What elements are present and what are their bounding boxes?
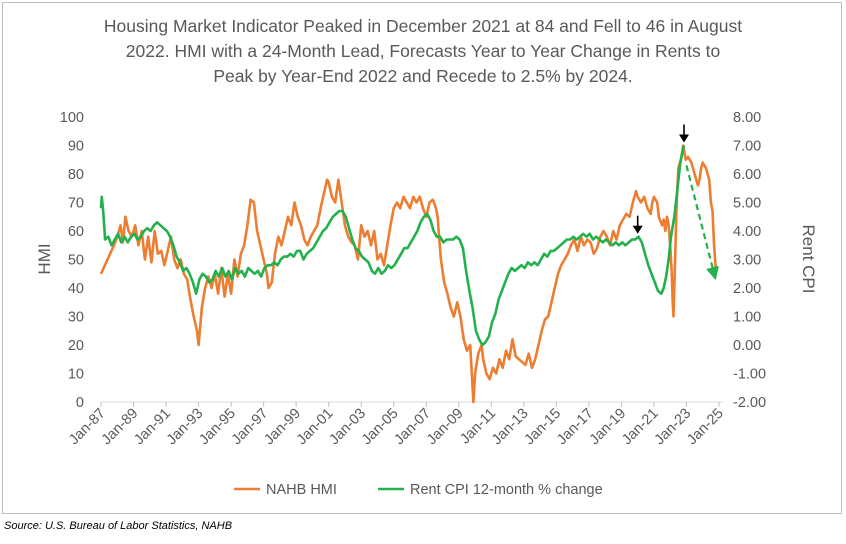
y-tick-label-left: 10 bbox=[68, 367, 84, 383]
y-tick-label-right: 8.00 bbox=[733, 110, 761, 126]
y-tick-label-right: 3.00 bbox=[733, 253, 761, 269]
y-tick-label-right: 1.00 bbox=[733, 310, 761, 326]
chart-title-line-1: Housing Market Indicator Peaked in Decem… bbox=[103, 16, 743, 36]
y-tick-label-left: 20 bbox=[68, 338, 84, 354]
y-tick-label-right: -2.00 bbox=[733, 395, 766, 411]
annotation-arrow-head bbox=[679, 134, 690, 143]
y-tick-label-right: 2.00 bbox=[733, 281, 761, 297]
chart-title-line-3: Peak by Year-End 2022 and Recede to 2.5%… bbox=[213, 66, 633, 86]
source-note: Source: U.S. Bureau of Labor Statistics,… bbox=[4, 520, 233, 532]
legend-label-nahb-hmi: NAHB HMI bbox=[266, 482, 337, 498]
y-tick-label-left: 40 bbox=[68, 281, 84, 297]
y-tick-label-left: 60 bbox=[68, 224, 84, 240]
legend-label-rent-cpi: Rent CPI 12-month % change bbox=[410, 482, 603, 498]
y-tick-label-left: 100 bbox=[60, 110, 84, 126]
y-tick-label-right: 5.00 bbox=[733, 196, 761, 212]
y-axis-label-right: Rent CPI bbox=[799, 225, 818, 294]
y-tick-label-right: 0.00 bbox=[733, 338, 761, 354]
y-tick-label-left: 0 bbox=[76, 395, 84, 411]
y-tick-label-left: 50 bbox=[68, 253, 84, 269]
y-tick-label-right: 6.00 bbox=[733, 167, 761, 183]
y-tick-label-right: -1.00 bbox=[733, 367, 766, 383]
x-tick-label: Jan-25 bbox=[684, 406, 727, 449]
line-chart: 0 10 20 30 40 50 60 70 80 90 100 -2.00 -1.00 0.00 1.0… bbox=[35, 110, 818, 498]
nahb-hmi-line bbox=[99, 144, 719, 404]
y-tick-label-left: 30 bbox=[68, 310, 84, 326]
y-tick-label-left: 80 bbox=[68, 167, 84, 183]
x-tick-label: Jan-09 bbox=[424, 406, 467, 449]
chart-frame bbox=[2, 2, 842, 514]
annotation-arrow-head bbox=[632, 225, 643, 234]
chart-title-line-2: 2022. HMI with a 24-Month Lead, Forecast… bbox=[125, 41, 721, 61]
y-tick-label-left: 70 bbox=[68, 196, 84, 212]
y-tick-label-left: 90 bbox=[68, 139, 84, 155]
forecast-dashed-arrow bbox=[685, 165, 719, 281]
y-axis-label-left: HMI bbox=[35, 243, 54, 274]
rent-cpi-line bbox=[99, 145, 686, 347]
y-tick-label-right: 4.00 bbox=[733, 224, 761, 240]
chart-title: Housing Market Indicator Peaked in Decem… bbox=[60, 14, 786, 89]
y-tick-label-right: 7.00 bbox=[733, 139, 761, 155]
